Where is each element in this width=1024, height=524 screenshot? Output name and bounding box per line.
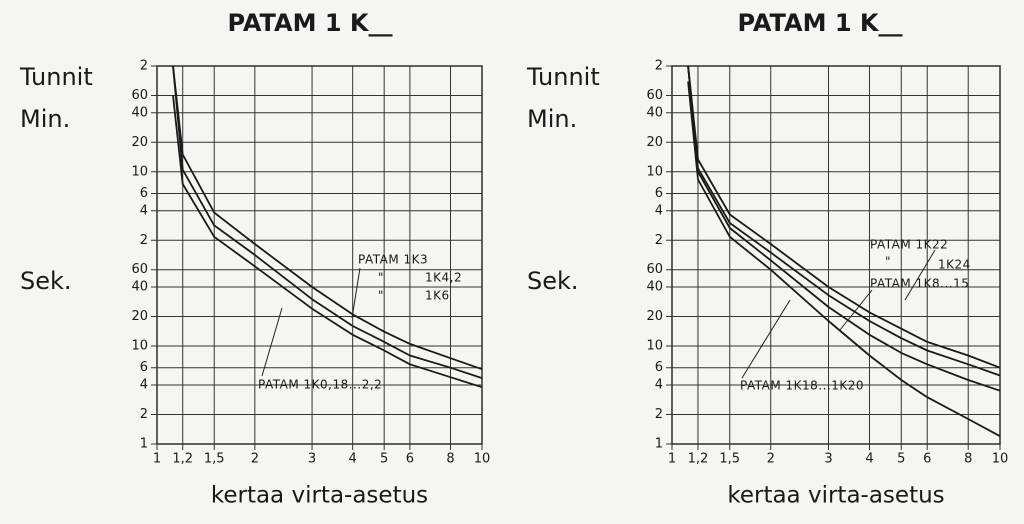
- x-tick-label: 10: [474, 452, 491, 467]
- unit-label: Min.: [20, 105, 70, 133]
- y-tick-label: 60: [646, 262, 663, 277]
- y-tick-label: 2: [655, 233, 663, 248]
- leader-line: [904, 249, 936, 301]
- y-tick-label: 60: [131, 88, 148, 103]
- y-tick-label: 40: [646, 105, 663, 120]
- unit-label: Sek.: [20, 267, 72, 295]
- x-tick-label: 2: [251, 452, 259, 467]
- y-tick-label: 40: [131, 280, 148, 295]
- y-tick-label: 4: [140, 378, 148, 393]
- x-tick-label: 3: [824, 452, 832, 467]
- series-label: PATAM 1K18...1K20: [740, 379, 864, 393]
- x-axis-label: kertaa virta-asetus: [727, 483, 944, 509]
- y-tick-label: 6: [140, 360, 148, 375]
- y-tick-label: 60: [131, 262, 148, 277]
- x-tick-label: 3: [308, 452, 316, 467]
- y-tick-label: 6: [655, 360, 663, 375]
- x-tick-label: 1: [153, 452, 161, 467]
- curve: [687, 65, 1001, 377]
- x-tick-label: 2: [767, 452, 775, 467]
- curve: [172, 65, 483, 379]
- y-tick-label: 60: [646, 88, 663, 103]
- y-tick-label: 2: [140, 59, 148, 74]
- y-tick-label: 10: [131, 339, 148, 354]
- y-tick-label: 6: [140, 186, 148, 201]
- y-tick-label: 2: [140, 407, 148, 422]
- y-tick-label: 20: [131, 135, 148, 150]
- y-tick-label: 4: [655, 378, 663, 393]
- series-label: PATAM 1K22: [870, 238, 948, 252]
- x-axis-label: kertaa virta-asetus: [211, 483, 428, 509]
- y-tick-label: 20: [646, 309, 663, 324]
- x-tick-label: 8: [964, 452, 972, 467]
- series-label: 1K4,2: [425, 271, 462, 285]
- x-tick-label: 6: [923, 452, 931, 467]
- y-tick-label: 4: [655, 203, 663, 218]
- y-tick-label: 1: [655, 437, 663, 452]
- series-label: PATAM 1K8...15: [870, 277, 969, 291]
- y-tick-label: 2: [655, 407, 663, 422]
- y-tick-label: 40: [131, 105, 148, 120]
- curve: [687, 65, 1001, 392]
- x-tick-label: 1: [668, 452, 676, 467]
- chart-title: PATAM 1 K__: [737, 9, 902, 37]
- curve: [172, 95, 483, 389]
- y-tick-label: 10: [131, 164, 148, 179]
- y-tick-label: 40: [646, 280, 663, 295]
- y-tick-label: 6: [655, 186, 663, 201]
- unit-label: Tunnit: [526, 63, 600, 91]
- x-tick-label: 4: [865, 452, 873, 467]
- x-tick-label: 8: [446, 452, 454, 467]
- x-tick-label: 10: [992, 452, 1009, 467]
- x-tick-label: 1,5: [719, 452, 740, 467]
- curve: [172, 65, 483, 371]
- x-tick-label: 6: [406, 452, 414, 467]
- x-tick-label: 5: [380, 452, 388, 467]
- unit-label: Min.: [527, 105, 577, 133]
- x-tick-label: 1,2: [172, 452, 193, 467]
- annotation: ": [885, 255, 891, 269]
- chart-title: PATAM 1 K__: [227, 9, 392, 37]
- x-tick-label: 1,2: [688, 452, 709, 467]
- leader-line: [741, 299, 791, 379]
- x-tick-label: 4: [349, 452, 357, 467]
- x-tick-label: 5: [897, 452, 905, 467]
- y-tick-label: 2: [655, 59, 663, 74]
- y-tick-label: 10: [646, 339, 663, 354]
- y-tick-label: 1: [140, 437, 148, 452]
- annotation: ": [378, 271, 384, 285]
- unit-label: Sek.: [527, 267, 579, 295]
- series-label: PATAM 1K3: [358, 253, 428, 267]
- unit-label: Tunnit: [19, 63, 93, 91]
- curve: [687, 65, 1001, 369]
- series-label: 1K6: [425, 289, 450, 303]
- y-tick-label: 20: [646, 135, 663, 150]
- leader-line: [261, 307, 283, 377]
- leader-line: [839, 289, 873, 331]
- annotation: PATAM 1K0,18...2,2: [258, 378, 382, 392]
- series-label: 1K24: [938, 258, 971, 272]
- y-tick-label: 4: [140, 203, 148, 218]
- leader-line: [351, 267, 361, 319]
- y-tick-label: 10: [646, 164, 663, 179]
- y-tick-label: 20: [131, 309, 148, 324]
- curve: [687, 81, 1001, 437]
- annotation: ": [378, 289, 384, 303]
- y-tick-label: 2: [140, 233, 148, 248]
- x-tick-label: 1,5: [204, 452, 225, 467]
